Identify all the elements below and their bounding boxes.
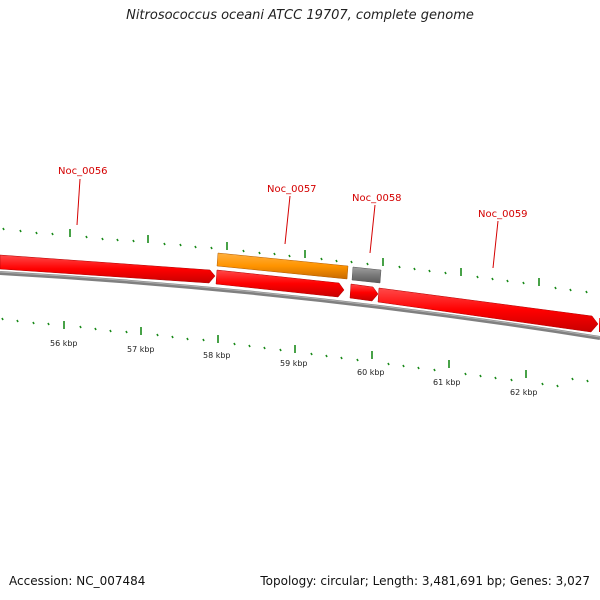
tick-label-62kbp: 62 kbp xyxy=(510,388,538,397)
tick-label-60kbp: 60 kbp xyxy=(357,368,385,377)
map-title: Nitrosococcus oceani ATCC 19707, complet… xyxy=(126,8,474,23)
gene-label-noc-0056: Noc_0056 xyxy=(58,166,108,177)
tick-label-59kbp: 59 kbp xyxy=(280,359,308,368)
leader-noc-0059 xyxy=(492,220,499,269)
gene-arrow-noc-0056[interactable] xyxy=(0,254,216,284)
tick-label-56kbp: 56 kbp xyxy=(50,339,78,348)
gene-label-noc-0057: Noc_0057 xyxy=(267,184,317,195)
gene-arrow-noc-0057[interactable] xyxy=(215,269,345,298)
upper-tick-row xyxy=(2,227,588,294)
leader-noc-0056 xyxy=(76,178,81,226)
gene-arrow-noc-0058[interactable] xyxy=(349,283,379,302)
lower-tick-row xyxy=(1,317,589,388)
tick-label-58kbp: 58 kbp xyxy=(203,351,231,360)
tick-label-57kbp: 57 kbp xyxy=(127,345,155,354)
leader-noc-0058 xyxy=(369,204,376,254)
accession-text: Accession: NC_007484 xyxy=(9,574,146,588)
label-leaders xyxy=(76,178,499,269)
gene-arrow-noc-0059[interactable] xyxy=(377,287,599,333)
gene-label-noc-0058: Noc_0058 xyxy=(352,193,402,204)
gene-feature-noc-0057[interactable] xyxy=(216,252,349,280)
gene-feature-noc-0058[interactable] xyxy=(351,266,382,284)
genome-backbone xyxy=(0,271,600,340)
gene-label-noc-0059: Noc_0059 xyxy=(478,209,528,220)
genome-summary-text: Topology: circular; Length: 3,481,691 bp… xyxy=(260,574,590,588)
leader-noc-0057 xyxy=(284,195,291,245)
tick-label-61kbp: 61 kbp xyxy=(433,378,461,387)
